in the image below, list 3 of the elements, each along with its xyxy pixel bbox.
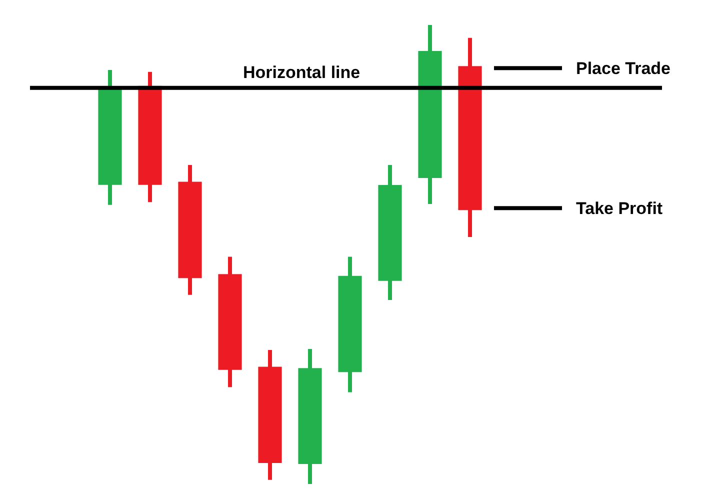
ref-line-label: Horizontal line [243,63,360,82]
ref-line-label: Take Profit [576,199,663,218]
ref-line-label: Place Trade [576,59,671,78]
